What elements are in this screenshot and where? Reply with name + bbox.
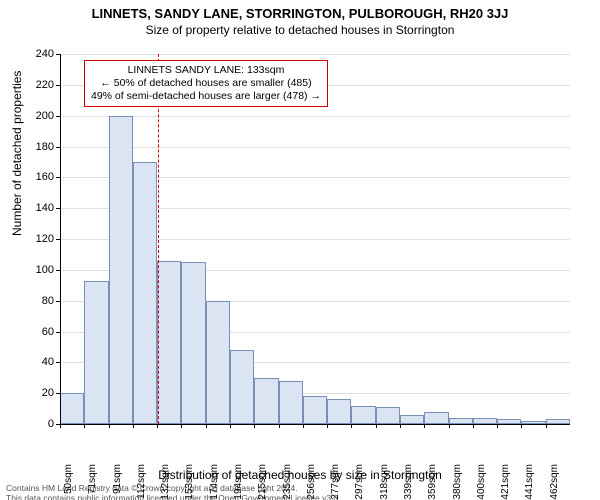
x-tick-label: 339sqm [403, 464, 414, 500]
x-tick-mark [60, 424, 61, 428]
x-tick-mark [473, 424, 474, 428]
gridline [60, 116, 570, 117]
histogram-bar [303, 396, 327, 424]
annotation-line1: LINNETS SANDY LANE: 133sqm [91, 64, 321, 77]
x-tick-mark [327, 424, 328, 428]
x-tick-label: 400sqm [476, 464, 487, 500]
annotation-line3: 49% of semi-detached houses are larger (… [91, 90, 321, 103]
x-tick-label: 112sqm [136, 464, 147, 499]
x-tick-label: 462sqm [549, 464, 560, 500]
x-tick-label: 318sqm [379, 464, 390, 500]
histogram-bar [351, 406, 375, 425]
histogram-bar [206, 301, 230, 424]
x-tick-label: 91sqm [112, 464, 123, 494]
y-tick-label: 40 [14, 356, 54, 368]
x-tick-label: 297sqm [354, 464, 365, 500]
y-tick-label: 80 [14, 295, 54, 307]
x-tick-mark [157, 424, 158, 428]
x-tick-mark [546, 424, 547, 428]
y-axis [60, 54, 61, 424]
histogram-bar [327, 399, 351, 424]
x-tick-label: 215sqm [257, 464, 268, 500]
histogram-bar [157, 261, 181, 424]
y-tick-label: 120 [14, 233, 54, 245]
x-tick-mark [400, 424, 401, 428]
annotation-box: LINNETS SANDY LANE: 133sqm← 50% of detac… [84, 60, 328, 107]
x-tick-mark [424, 424, 425, 428]
gridline [60, 147, 570, 148]
x-tick-mark [279, 424, 280, 428]
histogram-bar [60, 393, 84, 424]
x-tick-label: 71sqm [87, 464, 98, 494]
histogram-bar [376, 407, 400, 424]
x-tick-mark [206, 424, 207, 428]
x-tick-label: 421sqm [500, 464, 511, 500]
x-tick-label: 359sqm [427, 464, 438, 500]
x-tick-label: 441sqm [524, 464, 535, 500]
y-tick-label: 180 [14, 141, 54, 153]
y-tick-label: 0 [14, 418, 54, 430]
x-tick-mark [521, 424, 522, 428]
x-tick-label: 256sqm [306, 464, 317, 500]
annotation-line2: ← 50% of detached houses are smaller (48… [91, 77, 321, 90]
histogram-bar [424, 412, 448, 424]
reference-line [158, 54, 160, 424]
x-tick-label: 235sqm [282, 464, 293, 500]
y-tick-label: 20 [14, 387, 54, 399]
y-tick-label: 160 [14, 171, 54, 183]
chart-subtitle: Size of property relative to detached ho… [0, 23, 600, 37]
y-tick-label: 200 [14, 110, 54, 122]
histogram-bar [84, 281, 108, 424]
x-tick-label: 50sqm [63, 464, 74, 494]
x-tick-mark [84, 424, 85, 428]
y-tick-label: 100 [14, 264, 54, 276]
x-tick-mark [181, 424, 182, 428]
y-tick-label: 60 [14, 326, 54, 338]
x-axis [60, 424, 570, 425]
histogram-bar [279, 381, 303, 424]
histogram-bar [133, 162, 157, 424]
plot-area: LINNETS SANDY LANE: 133sqm← 50% of detac… [60, 54, 570, 424]
y-tick-label: 240 [14, 48, 54, 60]
y-tick-label: 220 [14, 79, 54, 91]
gridline [60, 54, 570, 55]
x-tick-label: 153sqm [184, 464, 195, 500]
chart-container: LINNETS, SANDY LANE, STORRINGTON, PULBOR… [0, 6, 600, 500]
x-tick-label: 277sqm [330, 464, 341, 500]
x-tick-mark [230, 424, 231, 428]
histogram-bar [181, 262, 205, 424]
x-tick-mark [376, 424, 377, 428]
histogram-bar [109, 116, 133, 424]
histogram-bar [400, 415, 424, 424]
x-tick-mark [254, 424, 255, 428]
x-tick-mark [449, 424, 450, 428]
x-tick-label: 174sqm [209, 464, 220, 500]
x-tick-mark [351, 424, 352, 428]
x-tick-label: 194sqm [233, 464, 244, 500]
x-tick-mark [497, 424, 498, 428]
x-tick-mark [109, 424, 110, 428]
chart-title: LINNETS, SANDY LANE, STORRINGTON, PULBOR… [0, 6, 600, 21]
histogram-bar [230, 350, 254, 424]
x-tick-label: 132sqm [160, 464, 171, 500]
x-tick-label: 380sqm [452, 464, 463, 500]
y-tick-label: 140 [14, 202, 54, 214]
x-tick-mark [133, 424, 134, 428]
x-tick-mark [303, 424, 304, 428]
histogram-bar [254, 378, 278, 424]
